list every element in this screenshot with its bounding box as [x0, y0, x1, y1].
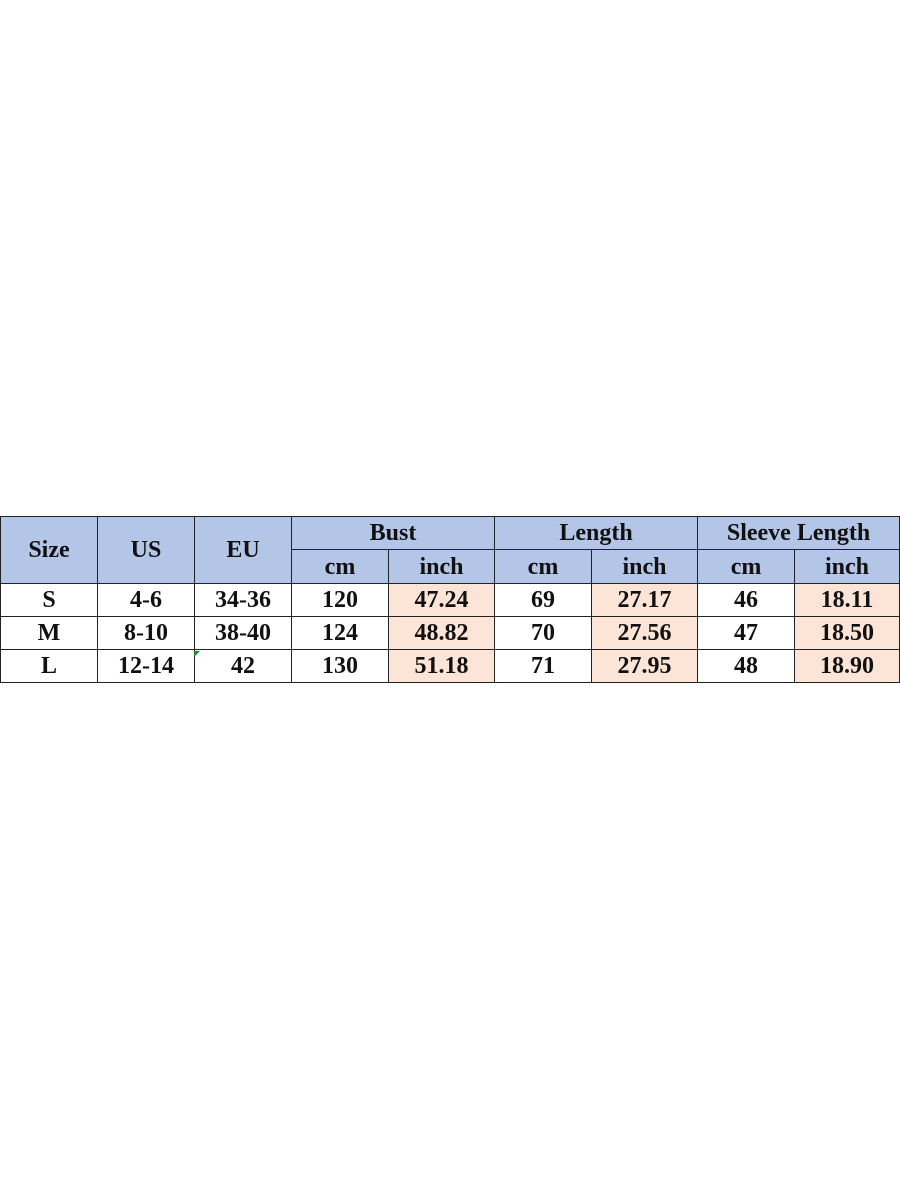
cell-eu: 38-40: [194, 616, 292, 650]
cell-size: L: [0, 649, 98, 683]
header-size: Size: [0, 516, 98, 584]
cell-bust-inch: 51.18: [388, 649, 495, 683]
cell-bust-cm: 124: [291, 616, 389, 650]
cell-length-inch: 27.17: [590, 583, 699, 617]
cell-eu: 34-36: [194, 583, 292, 617]
cell-length-cm: 69: [494, 583, 592, 617]
subheader-cm: cm: [697, 549, 796, 584]
cell-length-inch: 27.95: [590, 649, 699, 683]
cell-sleeve-cm: 47: [697, 616, 796, 650]
cell-size: S: [0, 583, 98, 617]
header-bust: Bust: [291, 516, 495, 550]
cell-comment-marker: [194, 651, 200, 657]
cell-eu: 42: [194, 649, 292, 683]
cell-bust-inch: 47.24: [388, 583, 495, 617]
subheader-cm: cm: [494, 549, 592, 584]
cell-size: M: [0, 616, 98, 650]
cell-sleeve-cm: 48: [697, 649, 796, 683]
cell-us: 4-6: [97, 583, 195, 617]
cell-sleeve-cm: 46: [697, 583, 796, 617]
table-row: L 12-14 42 130 51.18 71 27.95 48 18.90: [0, 649, 900, 683]
cell-length-cm: 71: [494, 649, 592, 683]
header-sleeve-length: Sleeve Length: [697, 516, 900, 550]
cell-length-cm: 70: [494, 616, 592, 650]
cell-bust-cm: 130: [291, 649, 389, 683]
cell-bust-inch: 48.82: [388, 616, 495, 650]
cell-bust-cm: 120: [291, 583, 389, 617]
subheader-inch: inch: [794, 549, 900, 584]
header-eu: EU: [194, 516, 292, 584]
cell-us: 12-14: [97, 649, 195, 683]
table-row: M 8-10 38-40 124 48.82 70 27.56 47 18.50: [0, 616, 900, 650]
subheader-inch: inch: [388, 549, 495, 584]
subheader-inch: inch: [590, 549, 699, 584]
size-chart-table: Size US EU Bust Length Sleeve Length cm …: [0, 516, 900, 683]
cell-us: 8-10: [97, 616, 195, 650]
cell-sleeve-inch: 18.50: [794, 616, 900, 650]
cell-sleeve-inch: 18.11: [794, 583, 900, 617]
subheader-cm: cm: [291, 549, 389, 584]
header-us: US: [97, 516, 195, 584]
table-row: S 4-6 34-36 120 47.24 69 27.17 46 18.11: [0, 583, 900, 617]
header-length: Length: [493, 516, 699, 550]
cell-length-inch: 27.56: [590, 616, 699, 650]
cell-sleeve-inch: 18.90: [794, 649, 900, 683]
